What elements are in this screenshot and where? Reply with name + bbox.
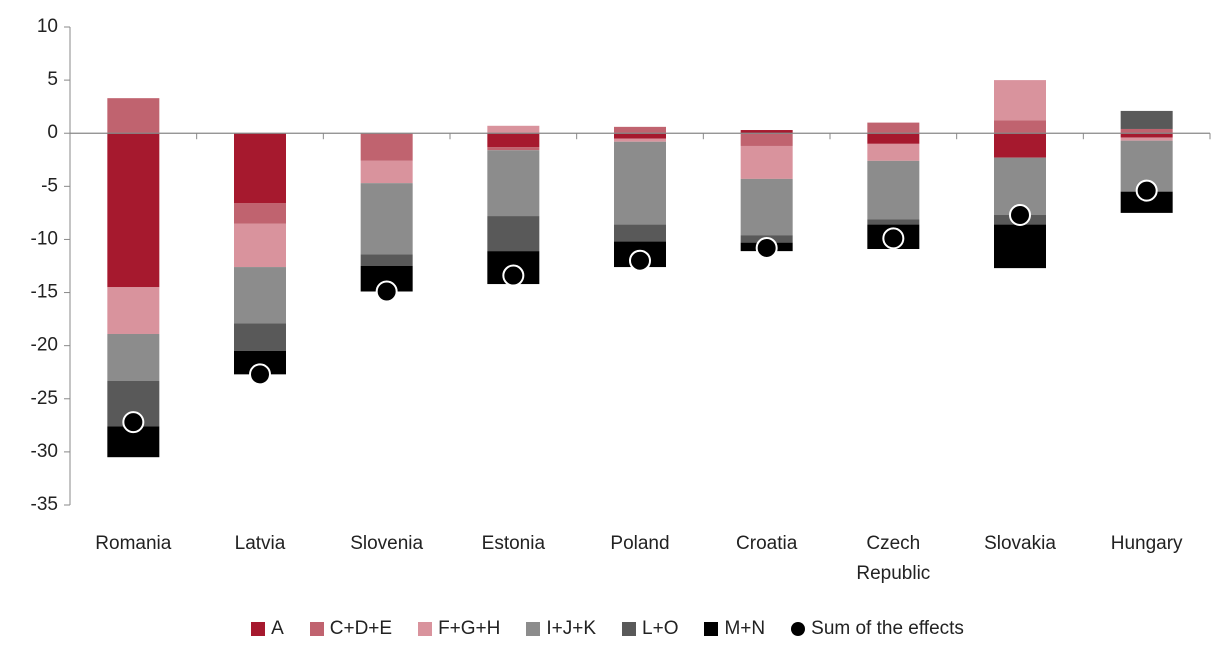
sum-dot [1135, 179, 1158, 202]
bar-segment [740, 130, 793, 134]
bar-segment [994, 224, 1046, 269]
bar-segment [107, 333, 160, 381]
x-tick-label: Slovenia [350, 533, 424, 554]
legend-label: A [271, 618, 284, 639]
bar-segment [1120, 128, 1173, 134]
bar-segment [234, 203, 286, 224]
y-tick-label: -25 [31, 388, 58, 409]
y-tick-label: 10 [37, 16, 58, 37]
bar-segment [740, 178, 793, 236]
bar-segment [487, 133, 540, 148]
sum-dot [882, 227, 905, 250]
y-tick-label: -30 [31, 441, 58, 462]
sum-dot [629, 249, 651, 272]
x-tick-label: Slovakia [984, 533, 1056, 554]
legend-item: M+N [704, 618, 765, 640]
bar-segment [487, 147, 540, 151]
legend-item: A [251, 618, 284, 640]
bar-segment [360, 254, 413, 266]
bar-segment [360, 160, 413, 184]
bar-segment [1120, 110, 1173, 129]
bar-segment [994, 80, 1046, 121]
bar-segment [360, 133, 413, 161]
legend-item: L+O [622, 618, 678, 640]
bar-segment [234, 267, 286, 324]
bar-segment [234, 323, 286, 351]
legend-item: Sum of the effects [791, 618, 964, 640]
legend-swatch [418, 622, 433, 636]
bar-segment [867, 133, 920, 144]
legend-item: C+D+E [309, 618, 393, 640]
bar-segment [487, 216, 540, 252]
legend-swatch [622, 622, 637, 636]
legend-swatch [309, 622, 324, 636]
x-tick-label: Estonia [481, 533, 546, 554]
x-tick-label: Czech Republic [856, 533, 931, 584]
legend-dot [791, 622, 806, 636]
y-tick-label: -15 [31, 282, 58, 303]
sum-dot [249, 363, 271, 386]
legend-swatch [526, 622, 541, 636]
bar-segment [867, 219, 920, 225]
bar-segment [740, 145, 793, 179]
legend-label: I+J+K [546, 618, 597, 639]
bar-segment [107, 98, 160, 134]
bar-segment [107, 287, 160, 334]
bar-segment [994, 120, 1046, 134]
legend-item: F+G+H [418, 618, 500, 640]
x-tick-label: Croatia [736, 533, 798, 554]
bar-segment [867, 160, 920, 220]
y-tick-label: -10 [31, 228, 58, 249]
bar-segment [614, 224, 666, 242]
bar-segment [234, 223, 286, 268]
bar-segment [1120, 191, 1173, 213]
bar-segment [360, 183, 413, 255]
bar-segment [994, 133, 1046, 158]
x-tick-label: Poland [610, 533, 670, 554]
sum-dot [502, 264, 525, 287]
bar-segment [234, 133, 286, 204]
x-tick-label: Hungary [1110, 533, 1183, 554]
x-tick-label: Latvia [234, 533, 286, 554]
y-tick-label: -35 [31, 494, 58, 515]
sum-dot [375, 280, 398, 303]
bar-segment [1120, 133, 1173, 138]
legend-label: Sum of the effects [811, 618, 964, 639]
y-tick-label: 5 [47, 69, 58, 90]
y-tick-label: 0 [47, 122, 58, 143]
legend-swatch [251, 622, 266, 636]
bar-segment [487, 125, 540, 134]
legend-label: L+O [642, 618, 679, 639]
sum-dot [755, 236, 778, 259]
bar-segment [740, 133, 793, 146]
bar-segment [614, 138, 666, 142]
legend-label: F+G+H [438, 618, 501, 639]
sum-dot [122, 411, 145, 434]
bar-segment [614, 141, 666, 225]
bar-segment [614, 133, 666, 139]
legend-item: I+J+K [526, 618, 596, 640]
legend-label: C+D+E [329, 618, 393, 639]
bar-segment [487, 150, 540, 217]
bar-segment [867, 122, 920, 134]
bar-segment [107, 133, 160, 288]
bar-segment [867, 143, 920, 161]
x-tick-label: Romania [95, 533, 172, 554]
legend: A C+D+E F+G+H I+J+K L+O M+N Sum of the effects [0, 618, 1215, 640]
bar-segment [234, 350, 286, 375]
legend-label: M+N [724, 618, 766, 639]
bar-segment [1120, 137, 1173, 141]
bar-segment [614, 126, 666, 134]
y-tick-label: -5 [41, 175, 58, 196]
sum-dot [1009, 204, 1031, 227]
y-tick-label: -20 [31, 335, 58, 356]
legend-swatch [704, 622, 719, 636]
